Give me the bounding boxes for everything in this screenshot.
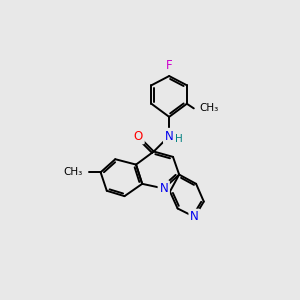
Text: F: F bbox=[166, 59, 172, 72]
Text: N: N bbox=[159, 182, 168, 195]
Text: H: H bbox=[175, 134, 182, 144]
Text: O: O bbox=[134, 130, 143, 142]
Text: CH₃: CH₃ bbox=[64, 167, 83, 177]
Text: N: N bbox=[165, 130, 173, 142]
Text: CH₃: CH₃ bbox=[199, 103, 218, 113]
Text: N: N bbox=[190, 211, 199, 224]
